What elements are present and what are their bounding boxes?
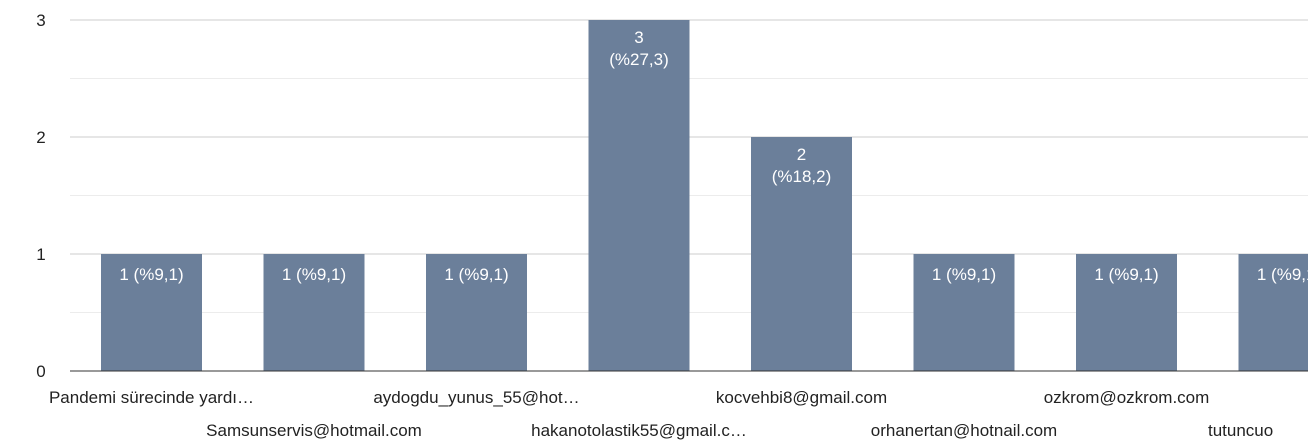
x-tick-label: Samsunservis@hotmail.com xyxy=(206,421,422,440)
y-tick-label: 1 xyxy=(36,245,45,264)
data-label: (%18,2) xyxy=(772,167,832,186)
y-tick-label: 3 xyxy=(36,11,45,30)
bar xyxy=(263,254,365,371)
y-axis: 0 1 2 3 xyxy=(36,11,45,381)
data-label: (%27,3) xyxy=(609,50,669,69)
bar xyxy=(751,137,852,371)
bar xyxy=(101,254,202,371)
x-tick-label: orhanertan@hotnail.com xyxy=(871,421,1057,440)
x-axis-labels: Pandemi sürecinde yardı… Samsunservis@hot… xyxy=(49,388,1273,440)
x-tick-label: hakanotolastik55@gmail.c… xyxy=(531,421,747,440)
x-tick-label: ozkrom@ozkrom.com xyxy=(1044,388,1210,407)
data-label: 2 xyxy=(797,145,806,164)
data-label: 1 (%9,1) xyxy=(282,265,346,284)
data-label: 3 xyxy=(634,28,643,47)
x-tick-label: tutuncuo xyxy=(1208,421,1273,440)
data-label: 1 (%9,1) xyxy=(1257,265,1308,284)
y-tick-label: 0 xyxy=(36,362,45,381)
data-label: 1 (%9,1) xyxy=(1094,265,1158,284)
x-tick-label: Pandemi sürecinde yardı… xyxy=(49,388,254,407)
bar xyxy=(913,254,1015,371)
bar xyxy=(1076,254,1177,371)
bar xyxy=(426,254,527,371)
bar xyxy=(588,20,690,371)
data-label: 1 (%9,1) xyxy=(444,265,508,284)
data-labels: 1 (%9,1) 1 (%9,1) 1 (%9,1) 3 (%27,3) 2 (%18,2)… xyxy=(119,28,1308,284)
data-label: 1 (%9,1) xyxy=(119,265,183,284)
x-tick-label: aydogdu_yunus_55@hot… xyxy=(373,388,579,407)
bars xyxy=(101,20,1308,371)
x-tick-label: kocvehbi8@gmail.com xyxy=(716,388,887,407)
bar xyxy=(1238,254,1308,371)
data-label: 1 (%9,1) xyxy=(932,265,996,284)
y-tick-label: 2 xyxy=(36,128,45,147)
